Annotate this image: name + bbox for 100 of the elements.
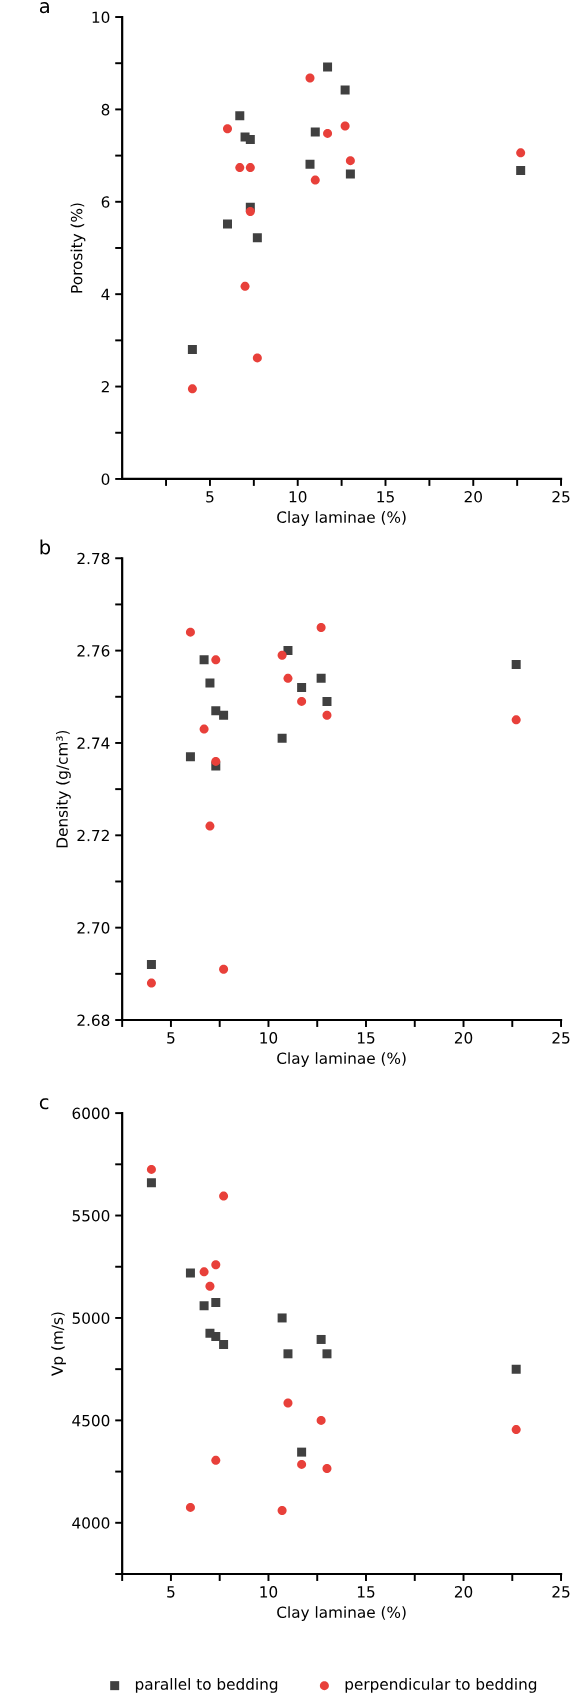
x-tick-label: 25 [552, 491, 570, 503]
point [245, 163, 255, 173]
point [187, 384, 197, 394]
point [245, 134, 255, 144]
x-tick-label: 5 [167, 1586, 175, 1598]
y-tick-label: 2.72 [77, 829, 109, 842]
point [305, 159, 315, 169]
point [205, 678, 215, 688]
point [511, 659, 521, 669]
x-axis-title: Clay laminae (%) [277, 1606, 406, 1621]
point [511, 715, 521, 725]
point [199, 724, 209, 734]
point [219, 1340, 229, 1350]
point [240, 281, 250, 291]
y-tick-label: 8 [101, 103, 110, 116]
x-tick-label: 10 [289, 491, 307, 503]
point [297, 683, 307, 693]
legend-label: parallel to bedding [135, 1678, 278, 1693]
point [283, 1349, 293, 1359]
point [205, 1281, 215, 1291]
point [219, 964, 229, 974]
point [219, 710, 229, 720]
point [345, 156, 355, 166]
point [235, 163, 245, 173]
point [323, 128, 333, 138]
point [219, 1191, 229, 1201]
point [185, 1502, 195, 1512]
y-axis-title: Porosity (%) [70, 203, 86, 293]
point [345, 169, 355, 179]
x-tick-label: 20 [464, 491, 482, 503]
point [146, 978, 156, 988]
point [211, 1260, 221, 1270]
y-tick-label: 2.70 [77, 922, 110, 934]
point [516, 148, 526, 158]
point [340, 85, 350, 95]
point [511, 1364, 521, 1374]
x-tick-label: 15 [357, 1032, 375, 1044]
point [316, 1334, 326, 1344]
point [185, 1268, 195, 1278]
y-tick-label: 5500 [72, 1210, 110, 1222]
x-tick-label: 15 [357, 1586, 375, 1598]
x-tick-label: 20 [454, 1586, 473, 1598]
y-tick-label: 4000 [72, 1517, 110, 1529]
x-tick-label: 15 [377, 491, 394, 503]
point [277, 1313, 287, 1323]
point [340, 121, 350, 131]
x-tick-label: 5 [167, 1032, 175, 1044]
y-tick-label: 0 [101, 473, 110, 485]
point [211, 1331, 221, 1341]
y-tick-label: 10 [92, 11, 110, 24]
point [316, 1415, 326, 1425]
x-tick-label: 20 [454, 1032, 473, 1044]
point [511, 1425, 521, 1435]
point [205, 821, 215, 831]
point [322, 710, 332, 720]
point [146, 1164, 156, 1174]
point [516, 165, 526, 175]
point [245, 206, 255, 216]
point [297, 696, 307, 706]
point [146, 960, 156, 970]
point [211, 655, 221, 665]
chart-title: a [39, 2, 49, 14]
point [322, 1464, 332, 1474]
x-tick-label: 25 [552, 1586, 570, 1598]
y-axis-title: Vp (m/s) [51, 1312, 66, 1376]
point [211, 756, 221, 766]
y-tick-label: 2.68 [77, 1014, 110, 1027]
point [316, 623, 326, 633]
point [199, 1301, 209, 1311]
point [252, 353, 262, 363]
point [187, 345, 197, 355]
point [223, 219, 232, 229]
point [305, 73, 315, 83]
y-axis-title: Density (g/cm³) [56, 730, 71, 848]
y-tick-label: 2 [101, 381, 109, 393]
x-tick-label: 10 [260, 1032, 278, 1044]
point [316, 673, 326, 683]
point [310, 175, 320, 185]
point [146, 1178, 156, 1188]
point [252, 233, 262, 243]
point [199, 655, 209, 665]
point [185, 627, 195, 637]
point [199, 1267, 209, 1277]
y-tick-label: 4 [101, 288, 110, 300]
point [277, 650, 287, 660]
y-tick-label: 2.76 [77, 645, 110, 657]
chart-title: b [40, 539, 51, 555]
x-axis-title: Clay laminae (%) [277, 511, 406, 526]
point [223, 124, 232, 134]
y-tick-label: 5000 [72, 1312, 110, 1324]
y-tick-label: 2.74 [77, 737, 110, 749]
point [310, 127, 320, 137]
point [297, 1447, 307, 1457]
chart-title: c [39, 1098, 49, 1110]
y-tick-label: 6000 [72, 1107, 110, 1120]
point [283, 1398, 293, 1408]
point [297, 1459, 307, 1469]
y-tick-label: 2.78 [77, 552, 110, 565]
point [211, 706, 221, 716]
legend-label: perpendicular to bedding [345, 1678, 537, 1693]
